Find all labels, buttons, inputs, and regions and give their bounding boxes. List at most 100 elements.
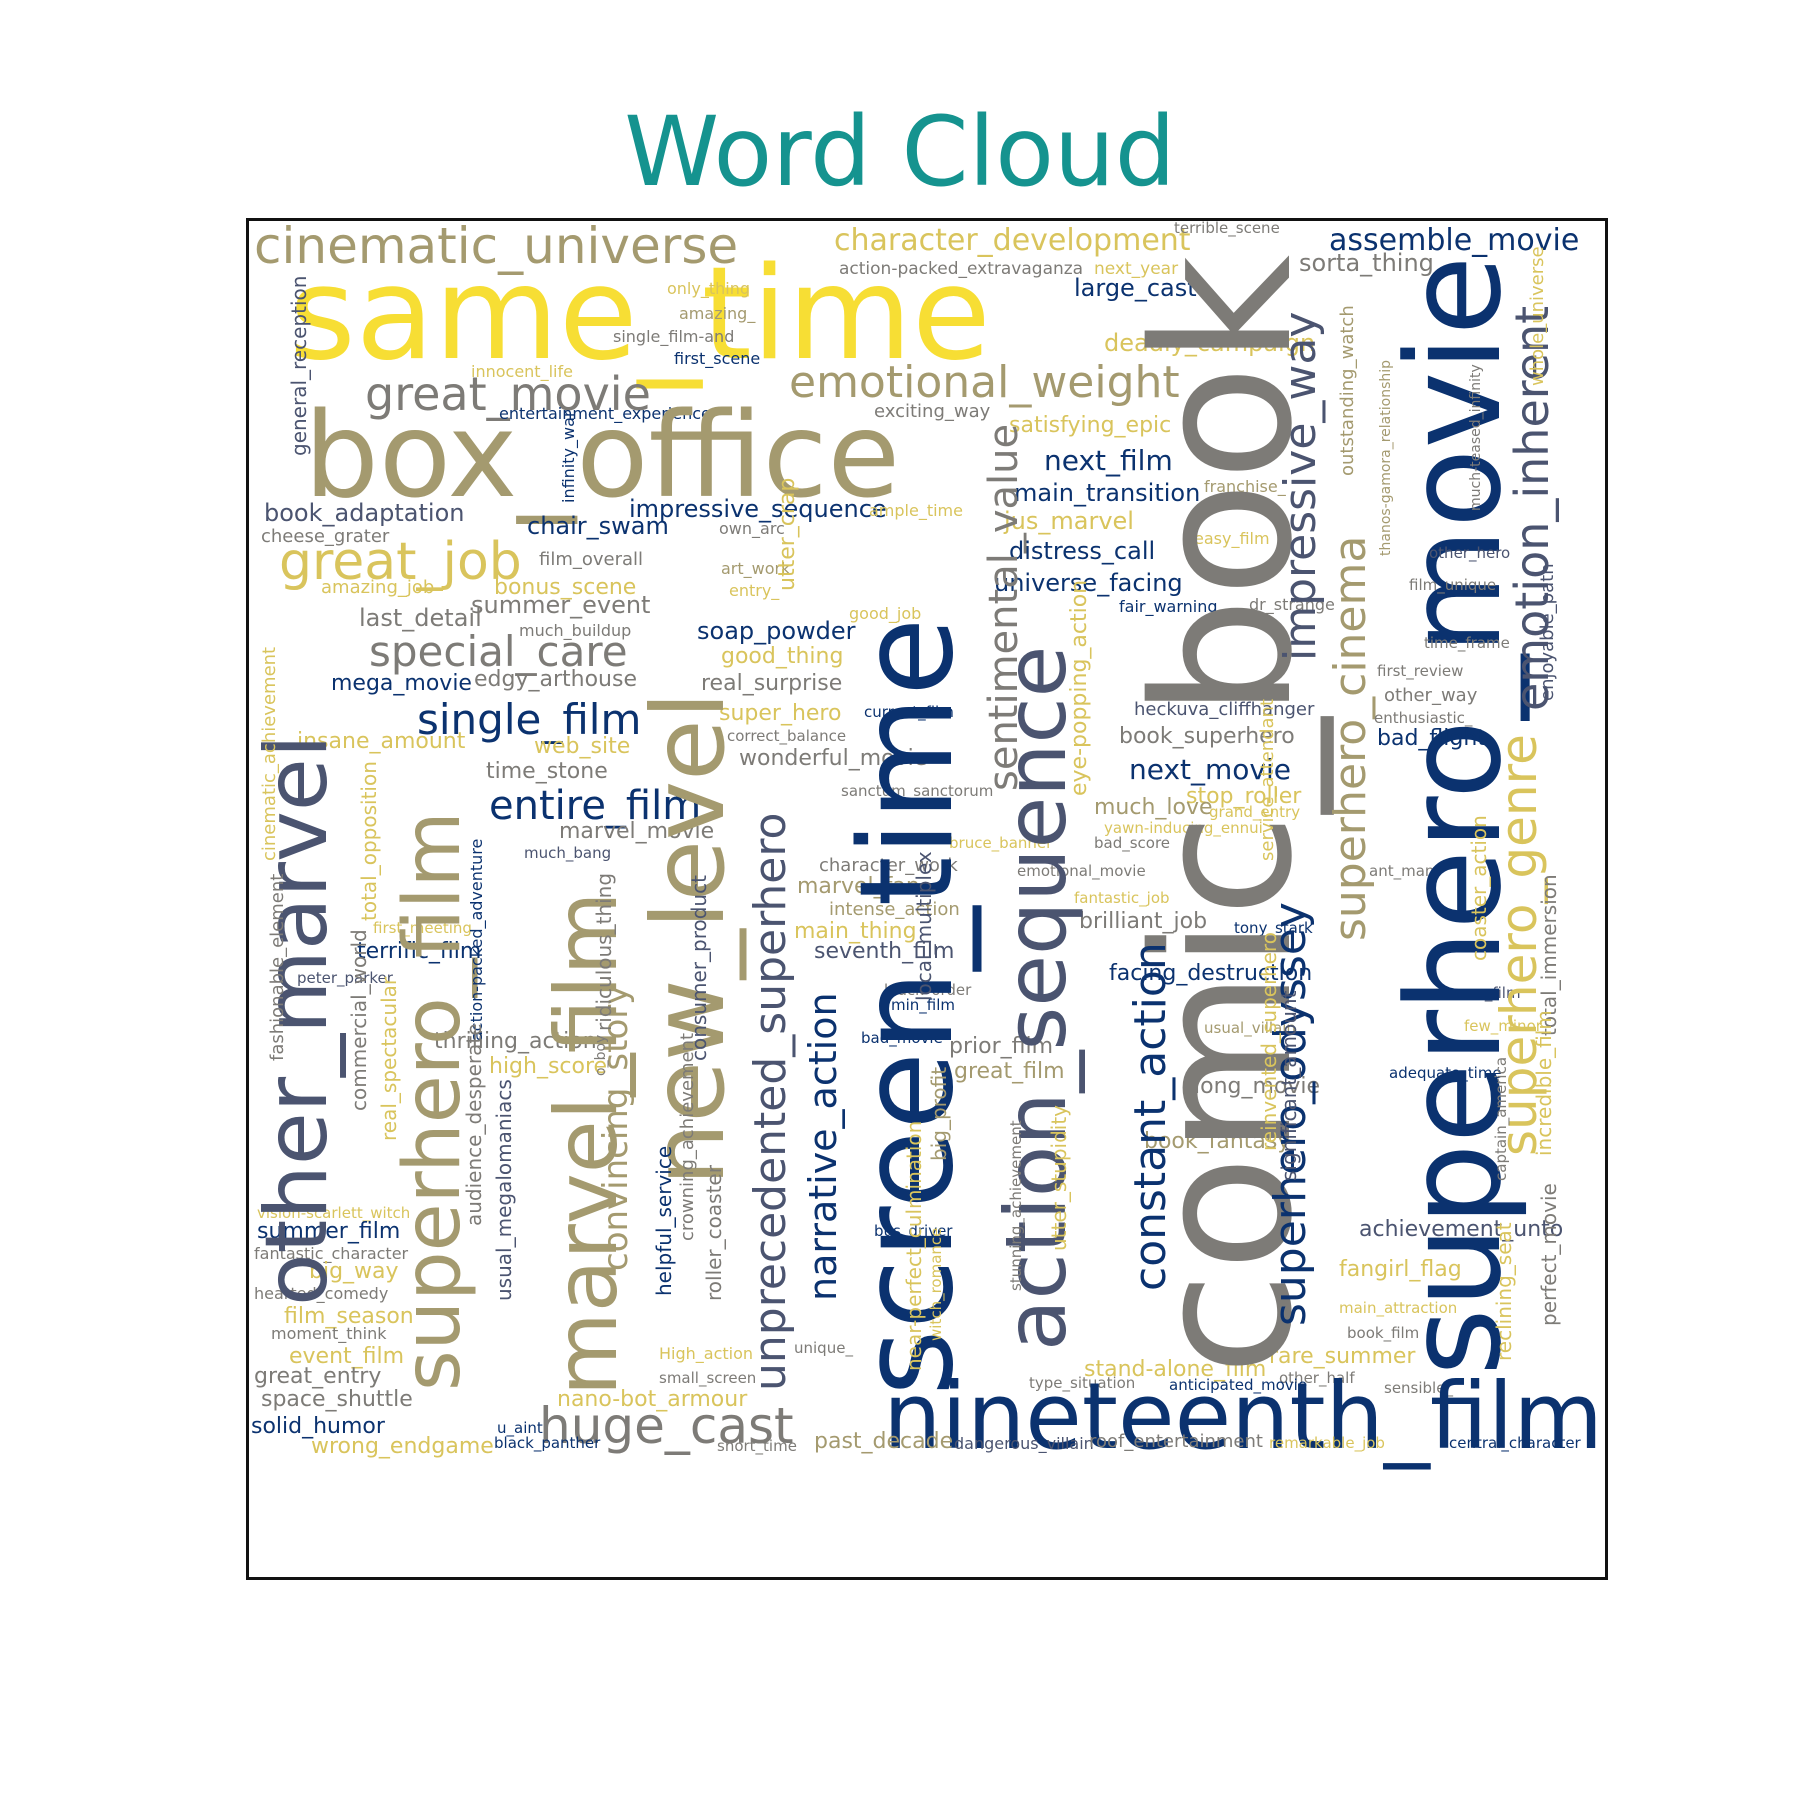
cloud-word: marvel_fan: [797, 874, 920, 899]
cloud-word: service_attendant: [1257, 698, 1278, 861]
cloud-word: seventh_film: [814, 939, 955, 964]
cloud-word: next_film: [1044, 444, 1173, 477]
cloud-word: few_minor: [1464, 1017, 1542, 1035]
cloud-word: u_aint: [497, 1419, 543, 1437]
cloud-word: brilliant_job: [1079, 909, 1208, 934]
cloud-word: short_time: [717, 1437, 797, 1455]
cloud-word: summer_event: [471, 591, 651, 619]
cloud-word: enthusiastic_: [1374, 709, 1473, 727]
cloud-word: great_entry: [254, 1364, 382, 1389]
cloud-word: real_surprise: [701, 671, 843, 696]
cloud-word: facing_destruction: [1109, 961, 1313, 986]
cloud-word: bruce_banner: [949, 834, 1053, 852]
cloud-word: book_fantasy: [1144, 1129, 1291, 1154]
cloud-word: ridiculous_thing: [592, 872, 616, 1031]
cloud-word: audience_desperate: [462, 1023, 486, 1226]
cloud-word: big_profit: [927, 1066, 951, 1161]
cloud-word: utter_stupidity: [1047, 1104, 1071, 1251]
cloud-word: box_office: [304, 386, 901, 524]
cloud-word: vision-scarlett_witch: [257, 1204, 411, 1222]
cloud-word: huge_cast: [539, 1397, 794, 1455]
cloud-word: main_attraction: [1339, 1299, 1458, 1317]
cloud-word: dangerous_villain: [954, 1434, 1094, 1453]
cloud-word: other_half: [1279, 1369, 1355, 1387]
cloud-word: own_arc: [719, 519, 785, 538]
cloud-word: deadly_campaign: [1104, 329, 1316, 357]
cloud-word: moment_think: [271, 1324, 387, 1343]
cloud-word: soap_powder: [697, 617, 856, 645]
cloud-word: superhero_cinema: [1325, 535, 1376, 941]
cloud-word: narrative_action: [801, 992, 845, 1301]
cloud-word: satisfying_epic: [1009, 413, 1172, 438]
cloud-word: grand_entry: [1209, 803, 1301, 821]
cloud-word: impressive_way: [1275, 311, 1326, 661]
cloud-word: super_hero: [719, 701, 842, 726]
cloud-word: terrible_scene: [1174, 219, 1280, 237]
cloud-word: great_movie: [365, 367, 651, 421]
cloud-word: min_film: [891, 996, 956, 1014]
cloud-word: long_movie: [1194, 1074, 1321, 1099]
cloud-word: distress_call: [1009, 537, 1156, 565]
cloud-word: adequate_time: [1389, 1064, 1502, 1082]
cloud-word: o_boy: [593, 1034, 609, 1076]
cloud-word: reinvented_superhero: [1257, 932, 1281, 1151]
cloud-word: near-perfect_culmination: [902, 1120, 926, 1371]
cloud-word: cheese_grater: [261, 526, 390, 547]
cloud-word: franchise_: [1204, 477, 1286, 496]
cloud-word: time_frame: [1424, 634, 1510, 652]
cloud-word: high_score: [489, 1054, 608, 1079]
cloud-word: heckuva_cliffhanger: [1134, 699, 1315, 720]
cloud-word: total_opposition: [357, 761, 381, 921]
cloud-word: superhero_film: [388, 811, 478, 1391]
cloud-word: first_meeting: [373, 919, 472, 937]
cloud-word: High_action: [659, 1344, 754, 1363]
cloud-word: stand-alone_film: [1084, 1357, 1267, 1382]
cloud-word: assemble_movie: [1329, 223, 1580, 258]
cloud-word: innocent_life: [471, 362, 573, 381]
cloud-word: small_screen: [659, 1369, 757, 1387]
cloud-word: web_site: [534, 734, 631, 759]
cloud-word: bad_score: [1094, 834, 1171, 852]
cloud-word: bad_movie: [861, 1029, 943, 1047]
cloud-word: hearted_comedy: [254, 1284, 389, 1303]
cloud-word: film_season: [284, 1304, 414, 1329]
cloud-word: action-packed_extravaganza: [839, 259, 1084, 279]
cloud-word: last_detail: [359, 604, 482, 632]
cloud-word: sanctum_sanctorum: [841, 782, 994, 800]
cloud-word: edgy_arthouse: [474, 667, 637, 692]
cloud-word: tony_stark: [1234, 919, 1313, 937]
cloud-word: utter_crap: [775, 477, 800, 591]
cloud-word: helpful_service: [652, 1145, 676, 1296]
cloud-word: infinity_war: [559, 410, 578, 503]
cloud-word: entire_film: [489, 783, 702, 829]
cloud-word: book_superhero: [1119, 724, 1295, 749]
cloud-word: impressive_sequence: [629, 495, 887, 523]
cloud-word: single_film-and: [613, 327, 735, 346]
cloud-word: good_thing: [721, 644, 844, 669]
cloud-word: emotional_weight: [789, 357, 1180, 408]
cloud-word: fantastic_job: [1074, 889, 1170, 907]
page-title: Word Cloud: [624, 96, 1176, 208]
cloud-word: bus_driver: [874, 1222, 953, 1240]
cloud-word: film_overall: [539, 549, 644, 570]
cloud-word: nano-bot_armour: [557, 1387, 748, 1412]
cloud-word: emotional_movie: [1017, 862, 1146, 880]
cloud-word: black_order: [884, 981, 972, 999]
cloud-word: sorta_thing: [1299, 249, 1434, 277]
cloud-word: fair_warning: [1119, 597, 1218, 616]
cloud-word: special_care: [369, 627, 628, 676]
cloud-word: much_bang: [524, 844, 612, 862]
cloud-word: captain_america: [1492, 1056, 1510, 1181]
cloud-word: great_job: [279, 532, 522, 592]
cloud-word: entry_: [729, 581, 780, 600]
cloud-word: character_work: [819, 855, 958, 876]
cloud-word: entertainment_experience: [499, 404, 711, 423]
cloud-word: wrong_endgame: [311, 1434, 494, 1459]
cloud-word: commercial_world: [347, 929, 371, 1111]
cloud-word: usual_villain: [1204, 1019, 1296, 1037]
cloud-word: good_job: [849, 604, 922, 623]
cloud-word: prior_film: [949, 1034, 1054, 1059]
cloud-word: dr_strange: [1249, 595, 1335, 614]
cloud-word: roller_coaster: [702, 1165, 726, 1301]
cloud-word: nineteenth_film: [883, 1363, 1603, 1470]
